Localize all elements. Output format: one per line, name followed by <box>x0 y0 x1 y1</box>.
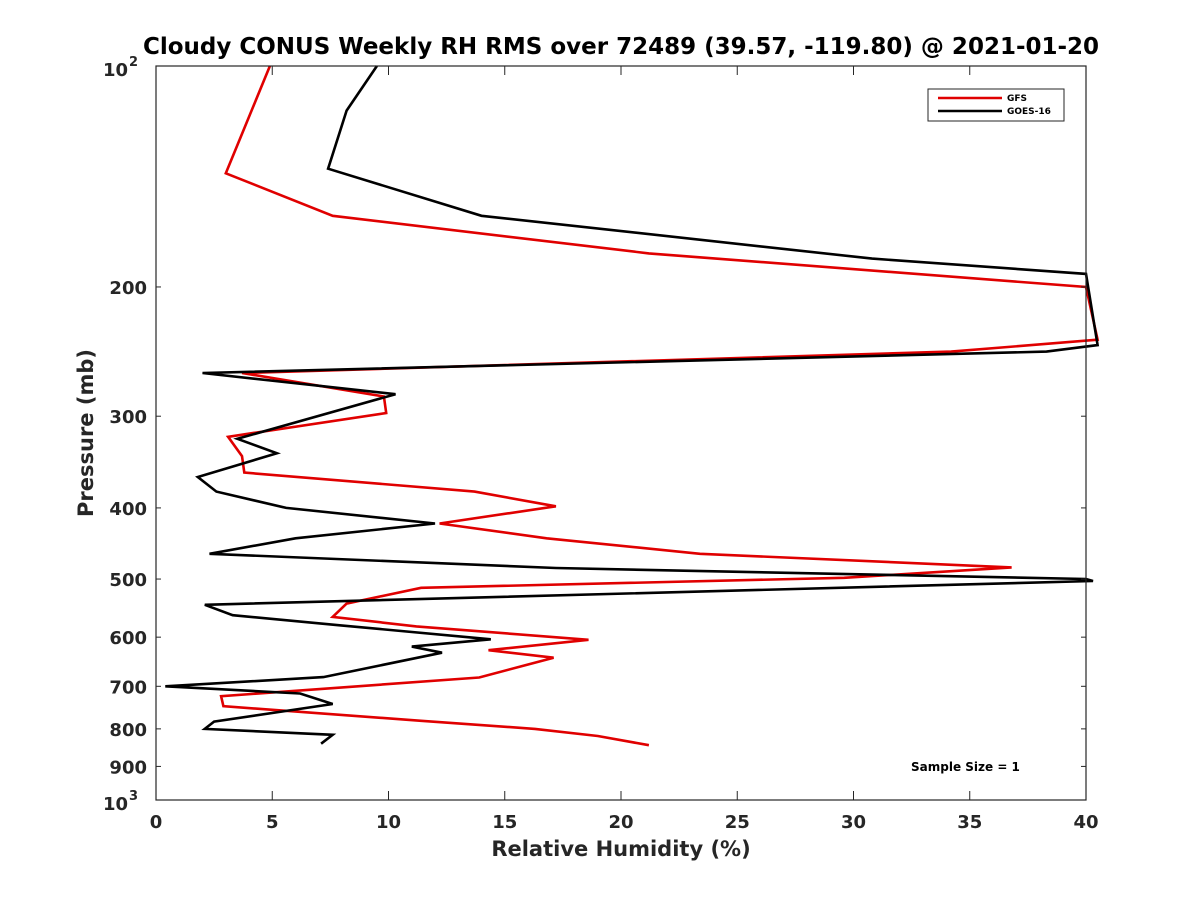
legend-label-gfs: GFS <box>1007 94 1027 104</box>
series-line-goes16 <box>165 65 1100 745</box>
plot-area: 0 5 10 15 20 25 30 35 40 200 300 400 500 600 700 800 90… <box>109 65 1100 833</box>
y-tick-label: 900 <box>109 757 147 778</box>
y-tick-label: 300 <box>109 407 147 428</box>
chart-title: Cloudy CONUS Weekly RH RMS over 72489 (3… <box>143 34 1099 60</box>
x-tick-label: 20 <box>608 812 633 833</box>
y-bottom-tick-exponent: 3 <box>129 789 138 804</box>
series-line-gfs <box>219 65 1100 747</box>
sample-size-annotation: Sample Size = 1 <box>911 760 1020 774</box>
legend-label-goes16: GOES-16 <box>1007 107 1051 117</box>
y-axis-bottom-label: 10 3 <box>103 789 138 815</box>
x-tick-label: 40 <box>1073 812 1098 833</box>
series-layer <box>165 65 1100 747</box>
x-tick-label: 30 <box>841 812 866 833</box>
x-axis-ticks: 0 5 10 15 20 25 30 35 40 <box>150 66 1099 833</box>
x-axis-label: Relative Humidity (%) <box>491 837 750 861</box>
legend: GFS GOES-16 <box>927 88 1065 122</box>
x-tick-label: 0 <box>150 812 163 833</box>
x-tick-label: 10 <box>376 812 401 833</box>
y-tick-label: 800 <box>109 720 147 741</box>
y-top-tick-base: 10 <box>103 60 128 81</box>
y-tick-label: 500 <box>109 570 147 591</box>
legend-box <box>927 88 1065 122</box>
x-tick-label: 5 <box>266 812 279 833</box>
x-tick-label: 25 <box>725 812 750 833</box>
y-tick-label: 700 <box>109 677 147 698</box>
y-axis-ticks: 200 300 400 500 600 700 800 900 <box>109 65 1086 801</box>
y-axis-top-label: 10 2 <box>103 55 138 81</box>
y-top-tick-exponent: 2 <box>129 55 138 70</box>
y-tick-label: 200 <box>109 278 147 299</box>
x-tick-label: 15 <box>492 812 517 833</box>
y-tick-label: 400 <box>109 499 147 520</box>
y-tick-label: 600 <box>109 628 147 649</box>
y-bottom-tick-base: 10 <box>103 794 128 815</box>
y-axis-label: Pressure (mb) <box>74 349 98 517</box>
x-tick-label: 35 <box>957 812 982 833</box>
